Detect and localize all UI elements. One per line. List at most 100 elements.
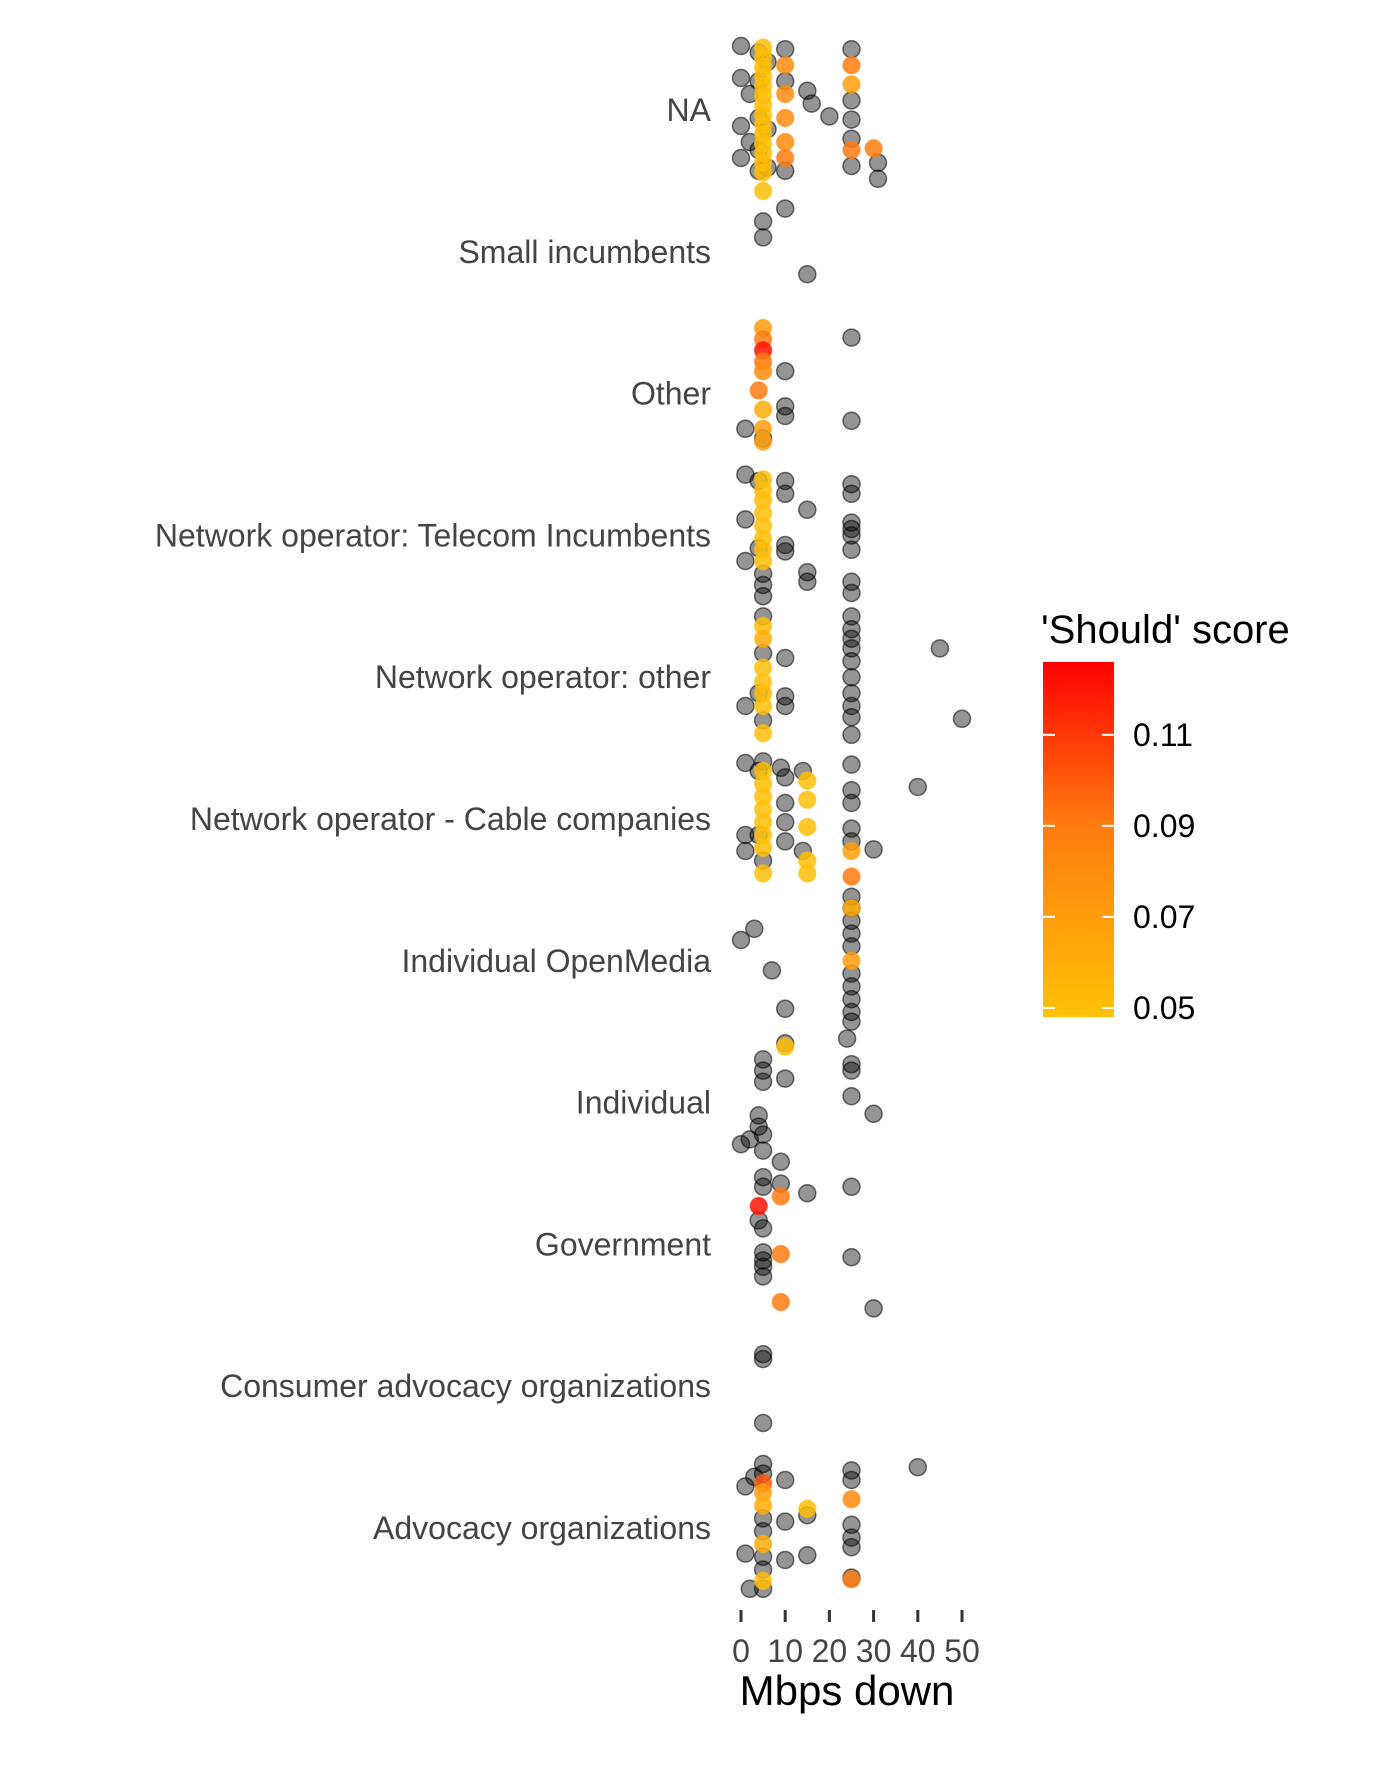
data-point xyxy=(842,793,861,813)
data-point xyxy=(771,1244,791,1264)
data-point xyxy=(762,961,782,980)
data-point xyxy=(736,1544,755,1563)
data-point xyxy=(753,181,773,201)
data-point xyxy=(753,163,773,182)
data-point xyxy=(908,777,928,797)
data-point xyxy=(798,572,817,592)
data-point xyxy=(864,1299,883,1318)
data-point xyxy=(842,328,861,347)
data-point xyxy=(775,55,795,75)
data-point xyxy=(753,864,773,883)
data-point xyxy=(842,951,861,971)
data-point xyxy=(753,586,773,606)
category-label-network-operator-cable-companies: Network operator - Cable companies xyxy=(190,801,711,837)
data-point xyxy=(775,108,795,128)
data-points-layer xyxy=(731,36,972,1599)
data-point xyxy=(753,1534,773,1554)
data-point xyxy=(753,838,773,858)
data-point xyxy=(842,1054,861,1074)
data-point xyxy=(842,1247,861,1267)
data-point xyxy=(753,1219,773,1238)
data-point xyxy=(736,510,755,529)
category-label-individual-openmedia: Individual OpenMedia xyxy=(401,943,711,979)
data-point xyxy=(753,361,773,381)
data-point xyxy=(775,1069,795,1088)
category-label-network-operator-telecom-incumbents: Network operator: Telecom Incumbents xyxy=(155,517,711,553)
data-point xyxy=(842,1012,861,1031)
data-point xyxy=(798,790,817,810)
data-point xyxy=(842,474,861,494)
legend-colorbar xyxy=(1043,662,1114,1017)
x-tick-label-10: 10 xyxy=(767,1633,803,1669)
data-point xyxy=(753,1167,773,1187)
data-point xyxy=(842,755,861,774)
data-point xyxy=(731,116,751,136)
data-point xyxy=(753,212,773,231)
data-point xyxy=(842,707,861,727)
data-point xyxy=(775,132,795,152)
data-point xyxy=(736,753,755,773)
data-point xyxy=(842,1061,861,1080)
x-tick-label-50: 50 xyxy=(944,1633,980,1669)
data-point xyxy=(775,535,795,555)
data-point xyxy=(798,864,817,883)
data-point xyxy=(842,977,861,996)
data-point xyxy=(842,1002,861,1022)
data-point xyxy=(749,1196,768,1216)
data-point xyxy=(842,1537,861,1557)
data-point xyxy=(749,381,768,400)
data-point xyxy=(842,526,861,545)
data-point xyxy=(842,725,861,745)
data-point xyxy=(842,989,861,1009)
data-point xyxy=(775,832,795,851)
data-point xyxy=(864,139,883,158)
data-point xyxy=(775,696,795,716)
legend-label-3: 0.11 xyxy=(1133,717,1193,753)
data-point xyxy=(798,1499,817,1519)
data-point xyxy=(736,551,755,571)
data-point xyxy=(842,513,861,532)
data-point xyxy=(731,36,751,56)
legend-label-0: 0.05 xyxy=(1133,990,1195,1026)
data-point xyxy=(775,406,795,426)
data-point xyxy=(868,169,888,189)
category-label-network-operator-other: Network operator: other xyxy=(375,659,712,695)
data-point xyxy=(753,432,773,451)
legend-label-2: 0.09 xyxy=(1133,808,1195,844)
data-point xyxy=(775,471,795,491)
data-point xyxy=(753,1349,773,1369)
x-tick-label-20: 20 xyxy=(812,1633,848,1669)
data-point xyxy=(842,484,861,504)
data-point xyxy=(842,1177,861,1197)
data-point xyxy=(842,1528,861,1547)
data-point xyxy=(842,540,861,560)
data-point xyxy=(842,780,861,800)
data-point xyxy=(771,1152,791,1172)
x-tick-label-0: 0 xyxy=(732,1633,750,1669)
data-point xyxy=(753,1571,773,1591)
data-point xyxy=(842,819,861,838)
data-point xyxy=(842,110,861,129)
data-point xyxy=(798,562,817,582)
data-point xyxy=(842,651,861,671)
data-point xyxy=(798,817,817,837)
category-label-na: NA xyxy=(667,92,712,128)
data-point xyxy=(775,687,795,706)
data-point xyxy=(775,199,795,218)
data-point xyxy=(842,667,861,687)
data-point xyxy=(775,148,795,168)
data-point xyxy=(775,397,795,416)
category-label-government: Government xyxy=(535,1226,711,1262)
data-point xyxy=(736,841,755,861)
data-point xyxy=(753,400,773,419)
data-point xyxy=(842,583,861,603)
data-point xyxy=(775,1470,795,1490)
data-point xyxy=(802,94,821,113)
data-point xyxy=(753,1454,773,1474)
data-point xyxy=(775,84,795,104)
data-point xyxy=(775,812,795,832)
data-point xyxy=(753,1141,773,1160)
data-point xyxy=(771,758,791,778)
